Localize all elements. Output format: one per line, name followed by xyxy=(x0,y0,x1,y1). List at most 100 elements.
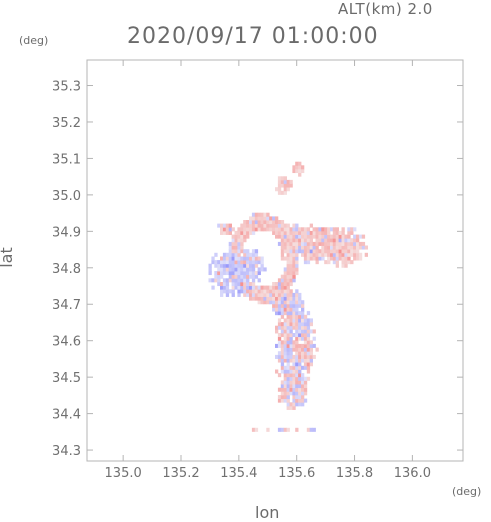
echo-cell xyxy=(309,351,313,356)
echo-cell xyxy=(257,278,261,283)
echo-cell xyxy=(303,347,308,352)
echo-cell xyxy=(283,333,287,338)
echo-cell xyxy=(269,285,273,290)
echo-cell xyxy=(309,362,313,367)
echo-cell xyxy=(228,256,232,261)
echo-cell xyxy=(237,238,241,243)
echo-cell xyxy=(327,252,331,257)
echo-cell xyxy=(280,398,285,403)
echo-cell xyxy=(222,256,227,261)
echo-cell xyxy=(324,252,328,257)
echo-cell xyxy=(263,267,267,272)
echo-cell xyxy=(315,347,319,352)
echo-cell xyxy=(303,365,308,370)
echo-cell xyxy=(358,234,363,239)
echo-cell xyxy=(225,267,230,272)
echo-cell xyxy=(289,354,293,359)
echo-cell xyxy=(327,249,331,254)
echo-cell xyxy=(277,223,282,228)
echo-cell xyxy=(275,234,279,239)
echo-cell xyxy=(220,267,224,272)
echo-cell xyxy=(318,249,322,254)
echo-cell xyxy=(257,289,261,294)
echo-cell xyxy=(275,369,279,374)
echo-cell xyxy=(295,161,299,166)
echo-cell xyxy=(289,336,293,341)
echo-cell xyxy=(289,263,293,268)
echo-cell xyxy=(237,282,241,287)
echo-cell xyxy=(286,311,290,316)
echo-cell xyxy=(306,343,311,348)
echo-cell xyxy=(309,343,313,348)
echo-cell xyxy=(240,256,244,261)
echo-cell xyxy=(303,376,308,381)
echo-cell xyxy=(312,336,316,341)
echo-cell xyxy=(283,223,287,228)
echo-cell xyxy=(280,395,285,400)
echo-cell xyxy=(306,376,311,381)
echo-cell xyxy=(266,212,270,217)
echo-cell xyxy=(309,249,313,254)
echo-cell xyxy=(286,267,290,272)
echo-cell xyxy=(246,267,250,272)
echo-cell xyxy=(347,249,351,254)
echo-cell xyxy=(286,241,290,246)
echo-cell xyxy=(277,354,282,359)
echo-cell xyxy=(306,318,311,323)
x-tick-label: 135.8 xyxy=(336,466,373,481)
echo-cell xyxy=(260,289,264,294)
echo-cell xyxy=(237,278,241,283)
echo-cell xyxy=(292,296,296,301)
echo-cell xyxy=(222,282,227,287)
echo-cell xyxy=(280,176,285,181)
echo-cell xyxy=(286,427,290,432)
echo-cell xyxy=(303,387,308,392)
echo-cell xyxy=(289,179,293,184)
echo-cell xyxy=(303,351,308,356)
echo-cell xyxy=(292,227,296,232)
echo-cell xyxy=(298,238,302,243)
echo-cell xyxy=(286,274,290,279)
echo-cell xyxy=(292,333,296,338)
echo-cell xyxy=(266,227,270,232)
echo-cell xyxy=(292,263,296,268)
echo-cell xyxy=(335,249,339,254)
echo-cell xyxy=(277,285,282,290)
echo-cell xyxy=(243,263,247,268)
echo-cell xyxy=(321,245,325,250)
echo-cell xyxy=(286,256,290,261)
echo-cell xyxy=(318,230,322,235)
echo-cell xyxy=(295,296,299,301)
echo-cell xyxy=(243,252,247,257)
echo-cell xyxy=(330,252,334,257)
echo-cell xyxy=(318,241,322,246)
echo-cell xyxy=(222,271,227,276)
echo-cell xyxy=(298,354,302,359)
echo-cell xyxy=(286,179,290,184)
echo-cell xyxy=(249,267,253,272)
echo-cell xyxy=(289,358,293,363)
echo-cell xyxy=(289,278,293,283)
echo-cell xyxy=(283,329,287,334)
echo-cell xyxy=(341,238,345,243)
echo-cell xyxy=(303,329,308,334)
echo-cell xyxy=(277,230,282,235)
echo-cell xyxy=(358,252,363,257)
echo-cell xyxy=(211,285,215,290)
echo-cell xyxy=(309,347,313,352)
echo-cell xyxy=(280,289,285,294)
echo-cell xyxy=(240,263,244,268)
echo-cell xyxy=(246,220,250,225)
echo-cell xyxy=(249,289,253,294)
echo-cell xyxy=(306,249,311,254)
echo-cell xyxy=(344,256,348,261)
echo-cell xyxy=(249,274,253,279)
echo-cell xyxy=(234,256,238,261)
echo-cell xyxy=(220,271,224,276)
echo-cell xyxy=(286,373,290,378)
echo-cell xyxy=(315,234,319,239)
echo-cell xyxy=(272,227,276,232)
echo-cell xyxy=(275,307,279,312)
echo-cell xyxy=(303,234,308,239)
echo-cell xyxy=(303,241,308,246)
